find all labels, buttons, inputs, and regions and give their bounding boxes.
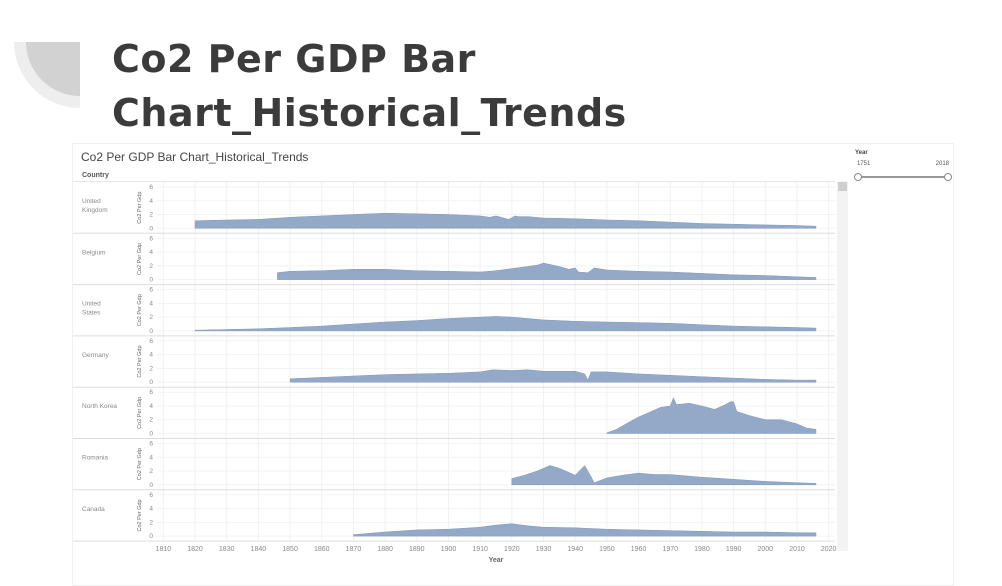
- slide-title: Co2 Per GDP Bar Chart_Historical_Trends: [112, 32, 627, 140]
- x-tick-label: 1890: [409, 546, 425, 553]
- series-area: [511, 465, 817, 486]
- y-axis-title: Co2 Per Gdp: [137, 243, 143, 275]
- series-area: [194, 212, 817, 229]
- x-tick-label: 1930: [536, 546, 552, 553]
- country-label: United: [82, 301, 101, 308]
- co2-area-chart: 0 2 4 6 Co2 Per Gdp United Kingdom 0 2 4 6 Co2 Per …: [73, 182, 837, 564]
- y-axis-title: Co2 Per Gdp: [137, 397, 143, 429]
- country-row: 0 2 4 6 Co2 Per Gdp United Kingdom: [73, 184, 835, 234]
- x-tick-label: 1830: [219, 546, 235, 553]
- y-tick-label: 4: [149, 198, 153, 205]
- y-tick-label: 2: [149, 365, 153, 372]
- y-tick-label: 2: [149, 519, 153, 526]
- x-tick-label: 1900: [441, 546, 457, 553]
- year-range-filter: Year 1751 2018: [854, 150, 952, 190]
- decorative-arc: [14, 42, 80, 108]
- y-tick-label: 6: [149, 235, 153, 242]
- year-slider-track[interactable]: [858, 176, 949, 178]
- x-tick-label: 1920: [504, 546, 520, 553]
- y-axis-title: Co2 Per Gdp: [137, 499, 143, 531]
- y-tick-label: 4: [149, 403, 153, 410]
- y-tick-label: 6: [149, 389, 153, 396]
- y-tick-label: 2: [149, 263, 153, 270]
- x-tick-label: 1870: [346, 546, 362, 553]
- x-tick-label: 2000: [758, 546, 774, 553]
- country-row: 0 2 4 6 Co2 Per Gdp North Korea: [73, 389, 835, 439]
- y-tick-label: 4: [149, 352, 153, 359]
- x-tick-label: 2010: [789, 546, 805, 553]
- country-label: Belgium: [82, 249, 105, 256]
- year-filter-max-value: 2018: [935, 161, 949, 167]
- country-label: Kingdom: [82, 207, 108, 214]
- y-tick-label: 6: [149, 441, 153, 448]
- y-tick-label: 2: [149, 417, 153, 424]
- y-tick-label: 6: [149, 338, 153, 345]
- slide-title-line-2: Chart_Historical_Trends: [112, 91, 627, 135]
- y-tick-label: 6: [149, 492, 153, 499]
- y-tick-label: 2: [149, 468, 153, 475]
- x-tick-label: 1960: [631, 546, 647, 553]
- x-tick-label: 1990: [726, 546, 742, 553]
- series-area: [606, 397, 817, 434]
- year-filter-title: Year: [855, 150, 868, 156]
- y-tick-label: 2: [149, 212, 153, 219]
- x-tick-label: 1840: [251, 546, 267, 553]
- country-label: States: [82, 310, 101, 317]
- y-axis-title: Co2 Per Gdp: [137, 192, 143, 224]
- country-row: 0 2 4 6 Co2 Per Gdp Germany: [73, 338, 835, 388]
- country-column-header: Country: [82, 172, 109, 179]
- y-axis-title: Co2 Per Gdp: [137, 448, 143, 480]
- slide-title-line-1: Co2 Per GDP Bar: [112, 37, 476, 81]
- y-tick-label: 0: [149, 277, 153, 284]
- y-tick-label: 0: [149, 225, 153, 232]
- country-row: 0 2 4 6 Co2 Per Gdp Canada: [73, 492, 835, 542]
- country-label: Germany: [82, 352, 109, 359]
- series-area: [277, 262, 817, 280]
- series-area: [289, 369, 817, 383]
- y-tick-label: 0: [149, 482, 153, 489]
- vertical-scrollbar[interactable]: [837, 181, 848, 551]
- y-axis-title: Co2 Per Gdp: [137, 294, 143, 326]
- country-row: 0 2 4 6 Co2 Per Gdp Romania: [73, 441, 835, 491]
- country-label: United: [82, 198, 101, 205]
- dashboard-panel: Co2 Per GDP Bar Chart_Historical_Trends …: [72, 143, 954, 586]
- country-label: Romania: [82, 455, 108, 462]
- year-filter-min-value: 1751: [857, 161, 871, 167]
- dashboard-title: Co2 Per GDP Bar Chart_Historical_Trends: [81, 150, 309, 164]
- year-slider-max-handle[interactable]: [944, 173, 952, 181]
- scrollbar-thumb[interactable]: [838, 182, 847, 191]
- y-tick-label: 0: [149, 328, 153, 335]
- country-label: Canada: [82, 506, 105, 513]
- series-area: [194, 316, 817, 332]
- x-tick-label: 1820: [187, 546, 203, 553]
- y-tick-label: 4: [149, 249, 153, 256]
- y-tick-label: 4: [149, 454, 153, 461]
- y-tick-label: 4: [149, 300, 153, 307]
- y-axis-title: Co2 Per Gdp: [137, 345, 143, 377]
- y-tick-label: 0: [149, 379, 153, 386]
- y-tick-label: 6: [149, 184, 153, 191]
- year-slider-min-handle[interactable]: [854, 173, 862, 181]
- x-tick-label: 2020: [821, 546, 837, 553]
- y-tick-label: 0: [149, 533, 153, 540]
- x-tick-label: 1860: [314, 546, 330, 553]
- y-tick-label: 4: [149, 506, 153, 513]
- header-divider: [73, 181, 835, 182]
- country-row: 0 2 4 6 Co2 Per Gdp Belgium: [73, 235, 835, 286]
- x-axis-title: Year: [489, 557, 504, 564]
- x-tick-label: 1910: [472, 546, 488, 553]
- x-tick-label: 1810: [156, 546, 172, 553]
- x-tick-label: 1950: [599, 546, 615, 553]
- y-tick-label: 6: [149, 287, 153, 294]
- series-area: [353, 523, 817, 537]
- country-label: North Korea: [82, 403, 117, 410]
- y-tick-label: 2: [149, 314, 153, 321]
- x-tick-label: 1850: [282, 546, 298, 553]
- y-tick-label: 0: [149, 431, 153, 438]
- country-row: 0 2 4 6 Co2 Per Gdp United States: [73, 287, 835, 337]
- x-tick-label: 1880: [377, 546, 393, 553]
- x-tick-label: 1980: [694, 546, 710, 553]
- x-tick-label: 1970: [662, 546, 678, 553]
- x-tick-label: 1940: [567, 546, 583, 553]
